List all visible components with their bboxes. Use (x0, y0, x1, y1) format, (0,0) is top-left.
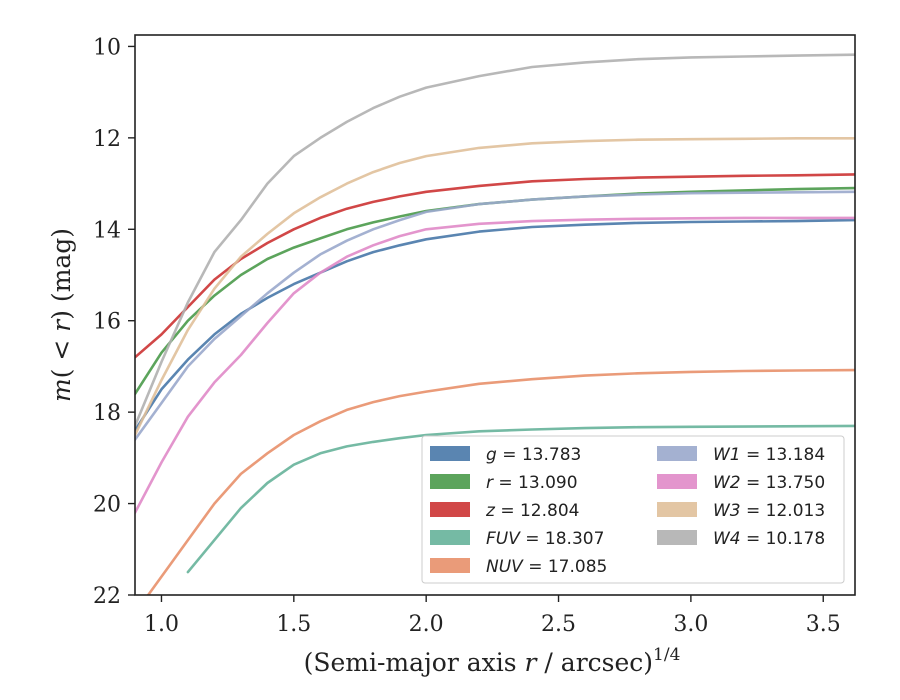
y-tick-label: 20 (93, 493, 121, 518)
y-tick-label: 14 (93, 218, 121, 243)
legend-swatch-g (430, 446, 470, 461)
legend-label-fuv: FUV = 18.307 (486, 529, 604, 549)
legend-frame (421, 435, 845, 584)
legend-swatch-fuv (430, 530, 470, 545)
legend-swatch-r (430, 474, 470, 489)
series-line-w4 (135, 53, 855, 428)
x-tick-label: 1.0 (144, 612, 179, 637)
y-tick-label: 10 (93, 35, 121, 60)
series-line-w3 (135, 137, 855, 437)
series-line-fuv (186, 424, 855, 574)
y-axis-title: m( < r) (mag) (47, 228, 76, 402)
legend-label-w2: W2 = 13.750 (713, 473, 825, 493)
legend-swatch-z (430, 502, 470, 517)
y-tick-label: 12 (93, 127, 121, 152)
legend-swatch-w4 (657, 530, 697, 545)
x-tick-label: 3.0 (673, 612, 708, 637)
legend-label-nuv: NUV = 17.085 (486, 557, 607, 577)
x-axis-title: (Semi-major axis r / arcsec)1/4 (304, 645, 681, 677)
x-tick-label: 3.5 (806, 612, 841, 637)
series-line-w1 (135, 190, 855, 441)
series-line-nuv (146, 368, 855, 595)
x-axis: 1.0 1.5 2.0 2.5 3.0 3.5 (144, 595, 841, 637)
legend-label-w3: W3 = 12.013 (713, 501, 825, 521)
y-axis: 10 12 14 16 18 20 22 (93, 35, 135, 609)
y-tick-label: 16 (93, 310, 121, 335)
series-line-r (135, 186, 855, 396)
legend-swatch-nuv (430, 558, 470, 573)
series-line-z (135, 173, 855, 359)
x-tick-label: 2.0 (409, 612, 444, 637)
legend-swatch-w3 (657, 502, 697, 517)
legend-swatch-w1 (657, 446, 697, 461)
series-line-g (135, 218, 855, 432)
y-tick-label: 18 (93, 401, 121, 426)
legend-label-r: r = 13.090 (486, 473, 578, 493)
legend-swatch-w2 (657, 474, 697, 489)
series-line-w2 (135, 216, 855, 515)
x-tick-label: 1.5 (276, 612, 311, 637)
legend-label-g: g = 13.783 (486, 445, 581, 465)
y-tick-label: 22 (93, 584, 121, 609)
legend-label-w4: W4 = 10.178 (713, 529, 825, 549)
chart-legend: g = 13.783 r = 13.090 z = 12.804 FUV = 18.3… (421, 435, 845, 584)
series-layer (135, 53, 855, 595)
legend-label-z: z = 12.804 (485, 501, 579, 521)
plot-frame (134, 34, 856, 596)
x-tick-label: 2.5 (541, 612, 576, 637)
legend-label-w1: W1 = 13.184 (713, 445, 825, 465)
